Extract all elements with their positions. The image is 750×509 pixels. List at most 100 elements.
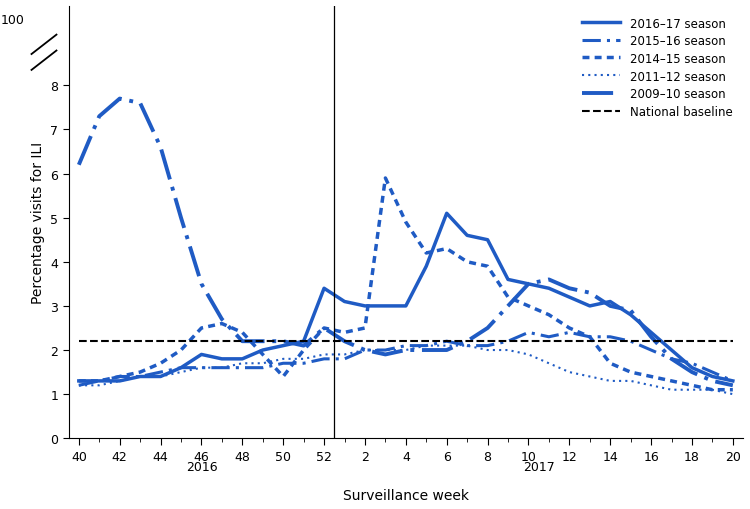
2009–10 season [442,347,452,353]
2009–10 season [524,281,533,288]
2014–15 season [279,374,288,380]
2016–17 season [585,303,594,309]
2016–17 season [238,356,247,362]
2014–15 season [688,382,697,388]
2014–15 season [116,374,124,380]
2011–12 season [320,352,328,358]
2011–12 season [565,370,574,376]
2014–15 season [299,347,308,353]
2016–17 season [197,352,206,358]
2009–10 season [361,347,370,353]
X-axis label: Surveillance week: Surveillance week [343,488,469,502]
2011–12 season [483,347,492,353]
2015–16 season [401,343,410,349]
2014–15 season [361,325,370,331]
2009–10 season [340,338,349,345]
2016–17 season [299,338,308,345]
Text: 2016: 2016 [186,461,218,473]
Text: 2017: 2017 [523,461,554,473]
Y-axis label: Percentage visits for ILI: Percentage visits for ILI [31,142,45,303]
2009–10 season [503,303,512,309]
Legend: 2016–17 season, 2015–16 season, 2014–15 season, 2011–12 season, 2009–10 season, : 2016–17 season, 2015–16 season, 2014–15 … [578,13,737,124]
2015–16 season [463,343,472,349]
2016–17 season [544,286,554,292]
2015–16 season [156,370,165,376]
2009–10 season [626,307,635,314]
2016–17 season [626,312,635,318]
2015–16 season [524,330,533,336]
2014–15 season [258,352,267,358]
2015–16 season [74,382,83,388]
2009–10 season [217,317,226,323]
2009–10 season [463,338,472,345]
Text: 100: 100 [1,14,25,26]
2016–17 season [606,299,615,305]
2014–15 season [217,321,226,327]
2009–10 season [688,370,697,376]
2016–17 season [503,277,512,283]
2016–17 season [483,237,492,243]
2015–16 season [340,356,349,362]
2014–15 season [156,360,165,366]
2016–17 season [565,294,574,300]
2016–17 season [463,233,472,239]
2009–10 season [320,325,328,331]
2011–12 season [238,360,247,366]
2015–16 season [197,365,206,371]
2014–15 season [483,264,492,270]
2011–12 season [422,343,430,349]
2015–16 season [238,365,247,371]
2011–12 season [544,360,554,366]
2011–12 season [708,387,717,393]
2016–17 season [688,365,697,371]
2011–12 season [299,356,308,362]
Line: 2011–12 season: 2011–12 season [79,346,733,394]
2016–17 season [176,365,185,371]
2015–16 season [728,378,737,384]
2011–12 season [116,378,124,384]
2016–17 season [524,281,533,288]
2014–15 season [503,294,512,300]
2011–12 season [503,347,512,353]
2015–16 season [503,338,512,345]
2011–12 season [217,365,226,371]
2015–16 season [544,334,554,340]
2014–15 season [320,325,328,331]
2011–12 season [606,378,615,384]
2011–12 season [667,387,676,393]
Line: 2014–15 season: 2014–15 season [79,179,733,390]
2014–15 season [585,334,594,340]
2009–10 season [708,378,717,384]
2014–15 season [401,219,410,225]
2011–12 season [524,352,533,358]
2014–15 season [381,176,390,182]
2016–17 season [217,356,226,362]
2009–10 season [94,114,104,120]
2015–16 season [483,343,492,349]
2011–12 season [94,382,104,388]
2016–17 season [279,343,288,349]
2016–17 season [340,299,349,305]
2015–16 season [585,334,594,340]
2011–12 season [176,370,185,376]
2009–10 season [667,356,676,362]
2009–10 season [136,101,145,107]
2016–17 season [116,378,124,384]
2016–17 season [646,330,656,336]
Line: 2009–10 season: 2009–10 season [79,99,733,385]
2016–17 season [361,303,370,309]
2009–10 season [483,325,492,331]
2014–15 season [565,325,574,331]
2011–12 season [463,343,472,349]
2009–10 season [565,286,574,292]
2011–12 season [585,374,594,380]
2014–15 season [463,259,472,265]
2015–16 season [565,330,574,336]
2014–15 season [340,330,349,336]
2011–12 season [381,347,390,353]
2009–10 season [279,338,288,345]
2015–16 season [361,347,370,353]
2016–17 season [708,374,717,380]
2014–15 season [667,378,676,384]
2014–15 season [422,250,430,257]
